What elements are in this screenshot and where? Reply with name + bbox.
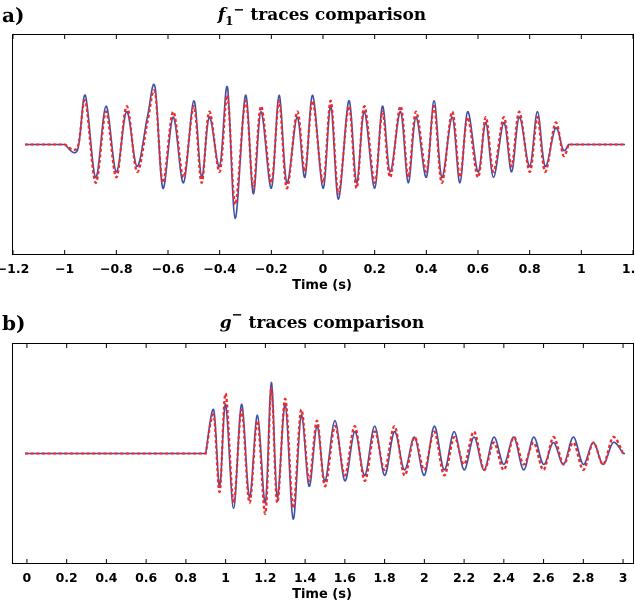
x-tick-label: 0.6 xyxy=(467,261,489,276)
x-tick-label: 2.6 xyxy=(532,570,554,585)
x-tick-label: 2.2 xyxy=(453,570,475,585)
panel-b-x-ticks xyxy=(26,344,624,563)
panel-b-title-symbol: g xyxy=(220,313,232,333)
panel-a-x-axis-label: Time (s) xyxy=(292,278,352,293)
estimated-trace-line xyxy=(25,386,625,515)
x-tick-label: −1 xyxy=(55,261,74,276)
x-tick-label: 2.4 xyxy=(493,570,515,585)
panel-a-traces xyxy=(25,83,625,220)
x-tick-label: 0.2 xyxy=(56,570,78,585)
x-tick-label: 3 xyxy=(619,570,628,585)
x-tick-label: 1.6 xyxy=(334,570,356,585)
panel-b-x-axis-label: Time (s) xyxy=(292,587,352,602)
x-tick-label: 0.4 xyxy=(415,261,437,276)
panel-b-title: g− traces comparison xyxy=(220,308,425,333)
x-tick-label: 1.2 xyxy=(254,570,276,585)
panel-a-title-superscript: − xyxy=(234,3,245,18)
panel-a-label: a) xyxy=(2,3,24,27)
panel-a-plot-frame xyxy=(12,34,634,255)
x-tick-label: 2.8 xyxy=(572,570,594,585)
panel-a-x-tick-labels: −1.2 −1 −0.8 −0.6 −0.4 −0.2 0 0.2 0.4 0.6 0.8 1 1.2 xyxy=(0,261,635,276)
panel-a: a) f1− traces comparison −1.2 −1 −0.8 −0.6 −0… xyxy=(0,3,635,293)
x-tick-label: 1.8 xyxy=(374,570,396,585)
x-tick-label: 1.2 xyxy=(622,261,635,276)
x-tick-label: 0.8 xyxy=(175,570,197,585)
panel-b-traces xyxy=(25,381,625,520)
panel-a-title-subscript: 1 xyxy=(225,14,233,28)
panel-b: b) g− traces comparison 0 0.2 0.4 0.6 0.8 1 1.2… xyxy=(2,308,634,602)
panel-a-x-ticks xyxy=(12,35,634,254)
x-tick-label: −0.4 xyxy=(203,261,236,276)
x-tick-label: 0 xyxy=(23,570,32,585)
x-tick-label: 0.2 xyxy=(364,261,386,276)
panel-b-x-tick-labels: 0 0.2 0.4 0.6 0.8 1 1.2 1.4 1.6 1.8 2 2.2 2.4 2.6 2.8 3 xyxy=(23,570,628,585)
panel-b-title-text: traces comparison xyxy=(249,313,425,333)
x-tick-label: 2 xyxy=(420,570,429,585)
panel-b-plot-frame xyxy=(12,343,634,564)
reference-trace-line xyxy=(25,381,625,520)
panel-b-label: b) xyxy=(2,311,25,335)
x-tick-label: 0.4 xyxy=(95,570,117,585)
x-tick-label: 1 xyxy=(221,570,230,585)
reference-trace-line xyxy=(25,83,625,220)
x-tick-label: −1.2 xyxy=(0,261,29,276)
panel-a-title-symbol: f xyxy=(217,5,228,25)
x-tick-label: −0.2 xyxy=(255,261,288,276)
panel-a-title-text: traces comparison xyxy=(250,5,426,25)
estimated-trace-line xyxy=(25,89,625,206)
x-tick-label: −0.8 xyxy=(100,261,133,276)
x-tick-label: 1 xyxy=(577,261,586,276)
x-tick-label: 1.4 xyxy=(294,570,316,585)
panel-a-title: f1− traces comparison xyxy=(217,3,426,28)
x-tick-label: 0.8 xyxy=(519,261,541,276)
panel-b-title-superscript: − xyxy=(232,308,243,323)
x-tick-label: 0.6 xyxy=(135,570,157,585)
x-tick-label: 0 xyxy=(319,261,328,276)
x-tick-label: −0.6 xyxy=(152,261,185,276)
